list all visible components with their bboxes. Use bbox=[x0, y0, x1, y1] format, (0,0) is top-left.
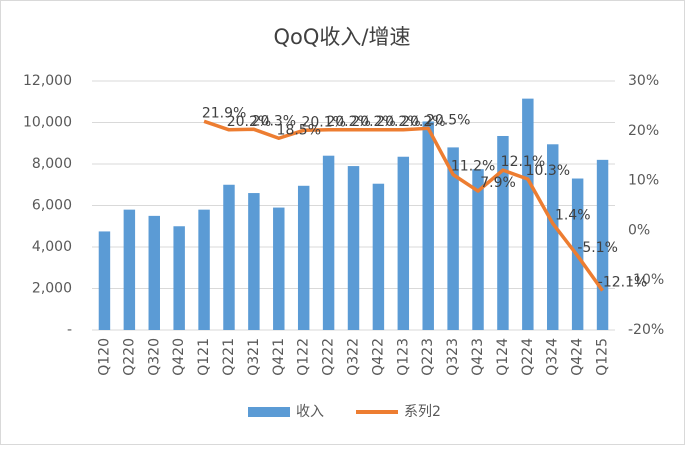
data-label: 18.5% bbox=[277, 122, 321, 138]
data-label: 20.2% bbox=[401, 114, 445, 130]
bar bbox=[547, 144, 559, 330]
x-tick-label: Q421 bbox=[271, 338, 287, 376]
y2-tick-label: 20% bbox=[628, 123, 659, 139]
y-tick-label: 6,000 bbox=[32, 198, 72, 214]
bar bbox=[248, 193, 260, 330]
line bbox=[203, 119, 604, 292]
y2-tick-label: 10% bbox=[628, 173, 659, 189]
legend-swatch bbox=[248, 407, 290, 417]
bar bbox=[322, 155, 335, 330]
bar bbox=[198, 209, 210, 330]
x-tick-label: Q322 bbox=[346, 338, 362, 376]
data-label: 20.2% bbox=[351, 114, 395, 130]
x-tick-label: Q423 bbox=[470, 338, 486, 376]
x-tick-label: Q323 bbox=[445, 338, 461, 376]
x-tick-label: Q124 bbox=[495, 338, 511, 376]
data-label: 21.9% bbox=[202, 105, 246, 121]
y2-tick-label: -10% bbox=[628, 272, 664, 288]
x-tick-label: Q324 bbox=[545, 338, 561, 376]
data-label: 20.2% bbox=[227, 114, 271, 130]
y-tick-label: 2,000 bbox=[32, 281, 72, 297]
data-label: -12.1% bbox=[598, 275, 648, 291]
x-tick-label: Q220 bbox=[121, 338, 137, 376]
legend-label: 收入 bbox=[296, 404, 324, 420]
bar bbox=[273, 207, 285, 330]
x-tick-label: Q223 bbox=[420, 338, 436, 376]
y-tick-label: 8,000 bbox=[32, 156, 72, 172]
x-tick-label: Q122 bbox=[296, 338, 312, 376]
x-tick-label: Q422 bbox=[370, 338, 386, 376]
legend-label: 系列2 bbox=[404, 404, 441, 420]
y-tick-label: 12,000 bbox=[23, 73, 72, 89]
bar bbox=[522, 98, 534, 330]
chart-title: QoQ收入/增速 bbox=[274, 25, 411, 49]
bar bbox=[447, 147, 459, 330]
bar bbox=[98, 231, 111, 330]
data-label: 1.4% bbox=[555, 207, 591, 223]
x-tick-label: Q224 bbox=[520, 338, 536, 376]
data-label: 7.9% bbox=[480, 175, 516, 191]
x-tick-label: Q420 bbox=[171, 338, 187, 376]
bar bbox=[297, 185, 310, 330]
data-label: 10.3% bbox=[526, 163, 570, 179]
bar bbox=[173, 226, 185, 330]
bar bbox=[347, 166, 360, 330]
data-label: -5.1% bbox=[577, 240, 618, 256]
data-label: 20.5% bbox=[426, 112, 470, 128]
bar bbox=[123, 209, 136, 330]
y2-tick-label: 0% bbox=[628, 222, 650, 238]
x-tick-label: Q221 bbox=[221, 338, 237, 376]
data-label: 20.3% bbox=[252, 113, 296, 129]
x-tick-label: Q121 bbox=[196, 338, 212, 376]
y2-tick-label: 30% bbox=[628, 73, 659, 89]
data-label: 20.2% bbox=[326, 114, 370, 130]
data-label: 20.1% bbox=[301, 114, 345, 130]
bar bbox=[497, 135, 509, 330]
bar bbox=[372, 183, 385, 330]
x-tick-label: Q321 bbox=[246, 338, 262, 376]
x-tick-label: Q320 bbox=[146, 338, 162, 376]
x-tick-label: Q120 bbox=[96, 338, 112, 376]
bar bbox=[397, 156, 410, 330]
x-tick-label: Q424 bbox=[570, 338, 586, 376]
bar bbox=[223, 184, 235, 330]
bar bbox=[472, 169, 484, 330]
x-tick-label: Q123 bbox=[395, 338, 411, 376]
bar bbox=[596, 159, 609, 330]
bar bbox=[148, 215, 160, 330]
bar bbox=[422, 121, 434, 331]
data-label: 11.2% bbox=[451, 159, 495, 175]
x-tick-label: Q222 bbox=[321, 338, 337, 376]
x-tick-label: Q125 bbox=[595, 338, 611, 376]
y2-tick-label: -20% bbox=[628, 322, 664, 338]
data-label: 20.2% bbox=[376, 114, 420, 130]
y-tick-label: 4,000 bbox=[32, 239, 72, 255]
y-tick-label: 10,000 bbox=[23, 115, 72, 131]
y-tick-label: - bbox=[67, 322, 72, 338]
data-label: 12.1% bbox=[501, 154, 545, 170]
